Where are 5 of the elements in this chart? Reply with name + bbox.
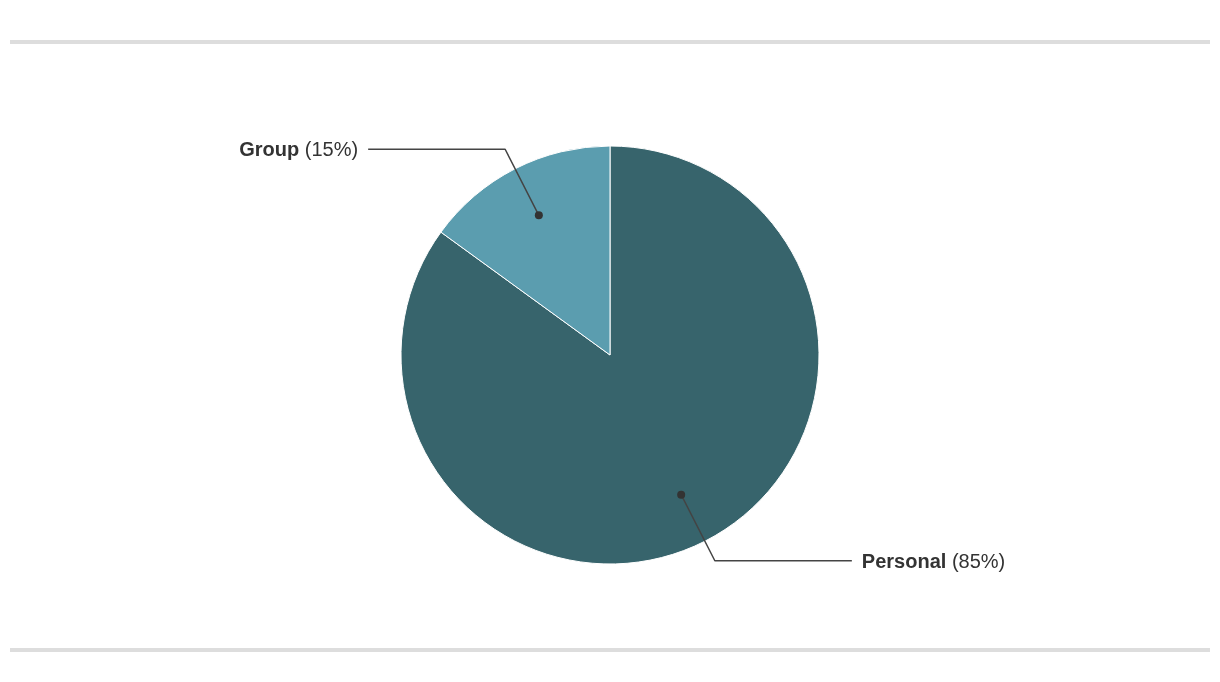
pie-slice <box>400 145 820 565</box>
data-label: (15%) <box>304 138 359 161</box>
data-label: (85%) <box>951 549 1006 572</box>
slice-label: Group <box>239 138 300 161</box>
slice-label: Personal <box>861 549 947 572</box>
